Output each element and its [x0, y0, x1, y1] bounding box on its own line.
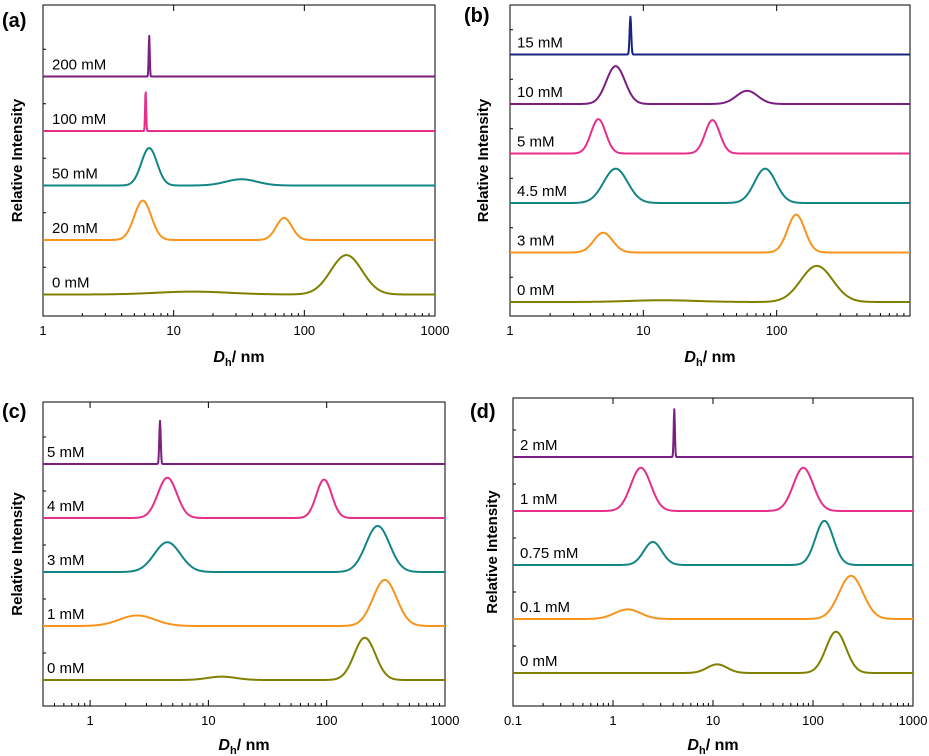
series-line [509, 167, 911, 204]
series-label: 5 mM [517, 134, 555, 151]
x-tick-label: 1 [506, 323, 513, 338]
series-label: 0 mM [47, 660, 85, 677]
series-label: 200 mM [52, 57, 106, 74]
y-axis-title: Relative Intensity [475, 98, 492, 222]
series-label: 0.75 mM [520, 545, 578, 562]
series-line [42, 199, 436, 241]
series-label: 3 mM [517, 233, 555, 250]
series-line [509, 15, 911, 56]
series-line [42, 524, 446, 573]
panel-2: 1 10 100 0 mM 3 mM 4.5 mM 5 mM 10 mM 15 mM (b) Rel… [464, 4, 911, 369]
panel-3: 1 10 100 1000 0 mM 1 mM 3 mM 4 mM 5 mM (c) Relativ… [2, 401, 459, 756]
series-line [42, 578, 446, 627]
series-label: 2 mM [520, 437, 558, 454]
x-tick-label: 0.1 [504, 713, 522, 728]
series-line [512, 466, 914, 512]
series-line [42, 34, 436, 78]
series-line [512, 630, 914, 674]
panel-4: 0.1 1 10 100 1000 0 mM 0.1 mM 0.75 mM 1 mM 2 mM (d… [470, 397, 928, 756]
series-line [512, 519, 914, 566]
series-line [42, 147, 436, 187]
series-label: 4 mM [47, 498, 85, 515]
x-tick-label: 1 [86, 713, 93, 728]
series-label: 100 mM [52, 111, 106, 128]
series-label: 0.1 mM [520, 599, 570, 616]
panel-label: (c) [2, 401, 26, 423]
x-axis-title: Dh/ nm [218, 737, 269, 756]
x-tick-label: 10 [636, 323, 650, 338]
series-line [42, 254, 436, 296]
x-tick-label: 1000 [431, 713, 460, 728]
x-tick-label: 10 [166, 323, 180, 338]
series-line [509, 264, 911, 303]
plot-frame [42, 4, 436, 317]
x-axis-title: Dh/ nm [684, 349, 735, 369]
series-label: 15 mM [517, 35, 563, 52]
series-label: 3 mM [47, 552, 85, 569]
series-label: 20 mM [52, 220, 98, 237]
x-tick-label: 1 [609, 713, 616, 728]
series-label: 0 mM [520, 653, 558, 670]
panel-1: 1 10 100 1000 0 mM 20 mM 50 mM 100 mM 200 mM (a) R… [2, 4, 450, 369]
series-label: 50 mM [52, 166, 98, 183]
x-tick-label: 100 [766, 323, 788, 338]
x-tick-label: 1000 [421, 323, 450, 338]
x-tick-label: 10 [201, 713, 215, 728]
x-axis-title: Dh/ nm [213, 349, 264, 369]
series-line [42, 419, 446, 465]
x-tick-label: 100 [293, 323, 315, 338]
series-line [512, 574, 914, 620]
series-label: 0 mM [517, 282, 555, 299]
series-line [509, 213, 911, 254]
series-label: 1 mM [47, 606, 85, 623]
x-tick-label: 1 [39, 323, 46, 338]
series-label: 0 mM [52, 275, 90, 292]
y-axis-title: Relative Intensity [484, 490, 501, 614]
series-label: 10 mM [517, 84, 563, 101]
series-line [509, 118, 911, 155]
plot-frame [42, 401, 446, 707]
plot-frame [509, 4, 911, 317]
series-label: 5 mM [47, 444, 85, 461]
panel-label: (d) [470, 401, 496, 423]
series-line [42, 91, 436, 132]
series-line [42, 476, 446, 519]
panel-label: (a) [2, 10, 26, 32]
x-tick-label: 100 [802, 713, 824, 728]
y-axis-title: Relative Intensity [9, 98, 26, 222]
x-tick-label: 1000 [899, 713, 928, 728]
y-axis-title: Relative Intensity [9, 492, 26, 616]
x-axis-title: Dh/ nm [687, 737, 738, 756]
series-line [512, 408, 914, 458]
panel-label: (b) [464, 5, 490, 27]
series-label: 1 mM [520, 491, 558, 508]
series-line [42, 636, 446, 681]
x-tick-label: 100 [316, 713, 338, 728]
series-label: 4.5 mM [517, 183, 567, 200]
series-line [509, 65, 911, 105]
x-tick-label: 10 [706, 713, 720, 728]
